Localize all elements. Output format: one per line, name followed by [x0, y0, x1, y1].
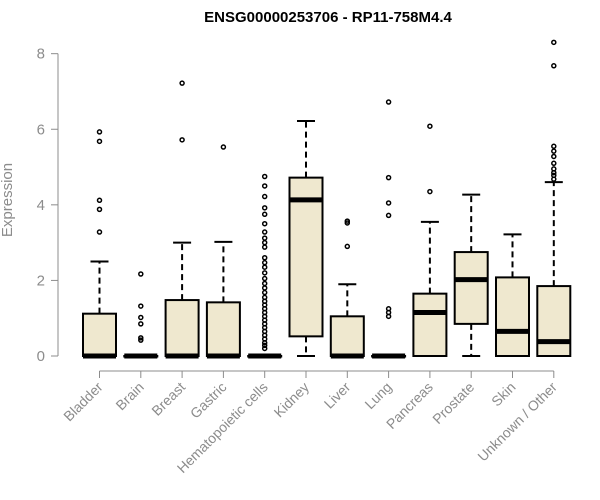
box-group [412, 123, 448, 358]
outlier-point [261, 239, 268, 246]
outlier-point [344, 220, 351, 226]
outlier-point [261, 340, 268, 346]
box [288, 176, 324, 338]
outlier-point [261, 244, 268, 250]
x-tick-label: Kidney [271, 379, 313, 421]
outlier-point [261, 289, 268, 296]
outlier-point [385, 174, 392, 181]
outlier-point [385, 212, 392, 219]
outlier-point [427, 123, 433, 129]
outlier-point [551, 143, 557, 150]
outlier-point [427, 188, 433, 195]
outlier-point [551, 148, 557, 154]
outlier-point [551, 169, 557, 176]
y-tick-label: 8 [37, 46, 45, 63]
outlier-point [261, 275, 268, 282]
box-series [82, 39, 572, 359]
y-tick-label: 2 [37, 272, 45, 289]
outlier-point [261, 342, 268, 349]
box-group [205, 144, 241, 359]
y-tick-label: 6 [37, 121, 45, 138]
outlier-point [138, 303, 144, 309]
outlier-point [138, 321, 144, 327]
x-tick-label: Prostate [429, 379, 477, 427]
outlier-point [261, 193, 268, 200]
box-group [82, 129, 117, 359]
outlier-point [551, 160, 557, 167]
outlier-point [261, 183, 268, 189]
x-tick-label: Lung [361, 379, 394, 412]
y-axis-label: Expression [0, 163, 16, 237]
outlier-point [261, 211, 268, 218]
outlier-point [551, 153, 557, 160]
box-group [329, 218, 365, 359]
box [536, 285, 572, 358]
outlier-point [96, 138, 103, 145]
y-tick-label: 0 [37, 348, 45, 365]
outlier-point [138, 314, 144, 321]
y-tick-label: 4 [37, 197, 45, 214]
x-tick-label: Bladder [60, 379, 106, 425]
x-tick-label: Brain [112, 379, 146, 413]
box [329, 315, 365, 357]
outlier-point [261, 285, 268, 291]
box [412, 292, 448, 358]
outlier-point [96, 229, 103, 235]
outlier-point [138, 337, 144, 343]
outlier-point [344, 243, 351, 250]
chart-title: ENSG00000253706 - RP11-758M4.4 [204, 9, 452, 26]
outlier-point [261, 264, 268, 270]
outlier-point [179, 80, 185, 86]
outlier-point [96, 206, 103, 213]
outlier-point [385, 313, 392, 320]
y-axis: 0 2 4 6 8 [37, 46, 59, 365]
x-tick-label: Skin [488, 379, 519, 410]
box-group [495, 233, 530, 358]
box-group [536, 39, 572, 358]
box-group [123, 271, 159, 359]
box-group [247, 173, 283, 359]
x-tick-label: Breast [148, 379, 188, 419]
outlier-point [179, 137, 185, 143]
outlier-point [261, 220, 268, 227]
outlier-point [385, 200, 392, 206]
outlier-point [138, 271, 144, 277]
box [82, 312, 117, 357]
outlier-point [261, 229, 268, 235]
outlier-point [261, 235, 268, 241]
outlier-point [261, 270, 268, 276]
box-group [453, 193, 489, 357]
box [453, 251, 489, 325]
outlier-point [261, 280, 268, 287]
outlier-point [385, 99, 392, 105]
box [164, 299, 200, 357]
outlier-point [261, 259, 268, 266]
box [495, 276, 530, 358]
outlier-point [96, 129, 103, 135]
box-group [164, 80, 200, 359]
x-tick-label: Liver [321, 379, 354, 412]
outlier-point [551, 39, 557, 46]
outlier-point [551, 176, 557, 182]
box-group [371, 99, 407, 359]
outlier-point [220, 144, 227, 150]
outlier-point [138, 335, 144, 341]
outlier-point [261, 173, 268, 180]
outlier-point [261, 254, 268, 261]
outlier-point [551, 63, 557, 69]
outlier-point [261, 205, 268, 211]
outlier-point [96, 197, 103, 204]
box-group [288, 119, 324, 357]
box [205, 301, 241, 358]
outlier-point [261, 345, 268, 352]
outlier-point [344, 218, 351, 224]
